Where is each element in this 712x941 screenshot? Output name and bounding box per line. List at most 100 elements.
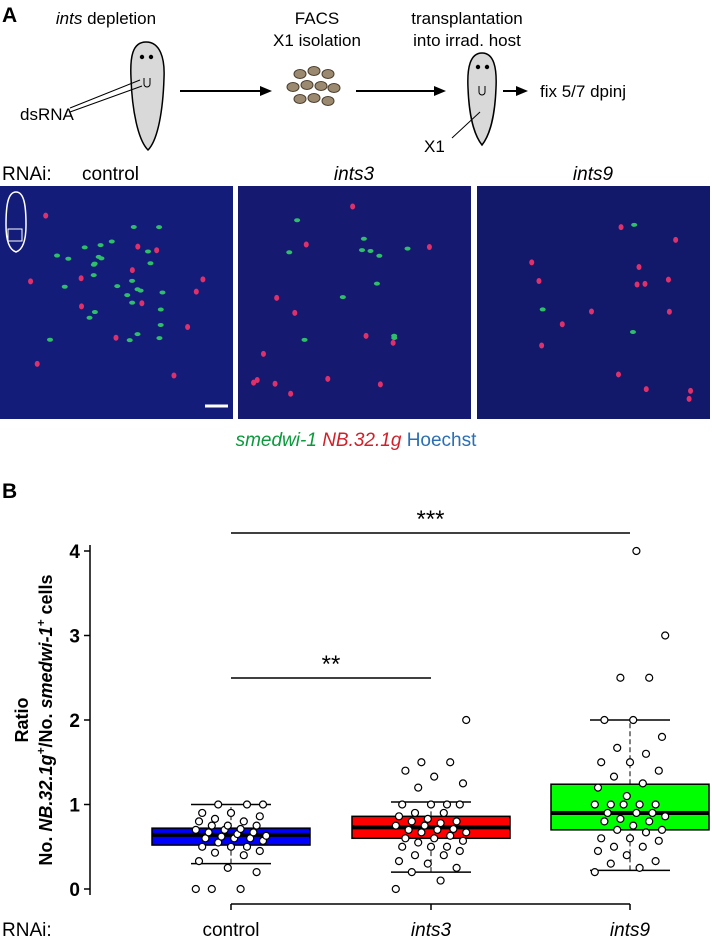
green-cell	[114, 284, 121, 289]
box	[550, 783, 710, 831]
arrowhead	[516, 86, 528, 96]
data-point	[262, 831, 271, 840]
data-point	[398, 842, 407, 851]
red-cell	[34, 360, 40, 367]
pointer-label: X1	[424, 137, 445, 156]
data-point	[210, 848, 220, 857]
data-point	[198, 842, 207, 851]
data-point	[410, 851, 420, 860]
red-cell	[28, 278, 34, 285]
data-point	[632, 546, 641, 556]
data-point	[619, 800, 628, 809]
step-label: fix 5/7 dpinj	[540, 82, 626, 101]
green-cell	[86, 315, 93, 320]
green-cell	[97, 243, 104, 248]
green-cell	[286, 250, 293, 255]
data-point	[622, 851, 631, 860]
step-text: ints	[56, 9, 83, 28]
pointer-label: dsRNA	[20, 105, 75, 124]
significance-label: ***	[416, 506, 444, 533]
green-cell	[145, 249, 152, 254]
y-tick-label: 3	[69, 627, 80, 648]
pointer	[69, 79, 141, 109]
data-point	[651, 857, 660, 866]
data-point	[407, 817, 416, 826]
green-cell	[360, 236, 367, 241]
red-cell	[251, 379, 257, 386]
data-point	[442, 800, 452, 809]
inset-box	[7, 228, 23, 242]
red-cell	[78, 275, 84, 282]
data-point	[458, 836, 468, 845]
eye	[148, 54, 154, 60]
green-cell	[134, 332, 141, 337]
data-point	[600, 715, 609, 725]
red-cell	[274, 294, 280, 301]
data-point	[420, 821, 429, 830]
data-point	[449, 824, 458, 834]
red-cell	[686, 395, 692, 402]
data-point	[410, 808, 420, 818]
data-point	[458, 779, 468, 788]
red-cell	[288, 390, 294, 397]
legend-entry: Hoechst	[407, 430, 477, 451]
red-cell	[363, 332, 369, 339]
data-point	[661, 631, 670, 640]
green-cell	[137, 288, 144, 293]
green-cell	[631, 222, 638, 227]
green-cell	[156, 225, 163, 230]
data-point	[613, 743, 622, 752]
green-cell	[90, 273, 97, 278]
data-point	[242, 800, 252, 809]
green-cell	[359, 248, 366, 253]
data-point	[401, 834, 410, 843]
step-label: ints depletion	[56, 9, 156, 28]
data-point	[439, 808, 448, 818]
micrograph	[477, 186, 710, 419]
pointer	[451, 111, 481, 139]
green-cell	[339, 295, 346, 300]
green-cell	[54, 253, 61, 258]
data-point	[252, 821, 261, 830]
label-part: No.	[36, 832, 56, 866]
step-label: transplantation	[411, 9, 523, 28]
green-cell	[65, 256, 72, 261]
y-tick-label: 0	[69, 880, 80, 901]
green-cell	[61, 284, 68, 289]
pharynx	[478, 86, 486, 96]
red-cell	[325, 375, 331, 382]
red-cell	[426, 244, 432, 251]
data-point	[462, 715, 471, 725]
step-label: X1 isolation	[273, 31, 361, 50]
data-point	[207, 821, 216, 830]
data-point	[214, 800, 223, 809]
green-cell	[124, 293, 131, 298]
green-cell	[129, 300, 136, 305]
data-point	[217, 832, 226, 841]
data-point	[462, 828, 471, 837]
green-cell	[367, 248, 374, 253]
data-point	[255, 846, 264, 856]
red-cell	[303, 241, 309, 248]
red-cell	[643, 386, 649, 393]
red-cell	[350, 203, 356, 210]
data-point	[590, 867, 599, 877]
data-point	[645, 817, 654, 826]
x-tick-label: ints3	[411, 920, 452, 941]
data-point	[590, 800, 599, 809]
data-point	[446, 758, 455, 767]
data-point	[236, 884, 245, 894]
red-cell	[529, 259, 535, 266]
data-point	[645, 673, 654, 682]
inset-worm	[5, 191, 27, 253]
data-point	[430, 834, 439, 843]
data-point	[661, 812, 670, 821]
green-cell	[391, 336, 398, 341]
x-tick-label: ints9	[610, 920, 651, 941]
data-point	[417, 758, 426, 767]
data-point	[446, 831, 455, 840]
data-point	[414, 783, 423, 792]
data-point	[407, 867, 416, 877]
data-point	[654, 836, 663, 845]
red-cell	[377, 381, 383, 388]
